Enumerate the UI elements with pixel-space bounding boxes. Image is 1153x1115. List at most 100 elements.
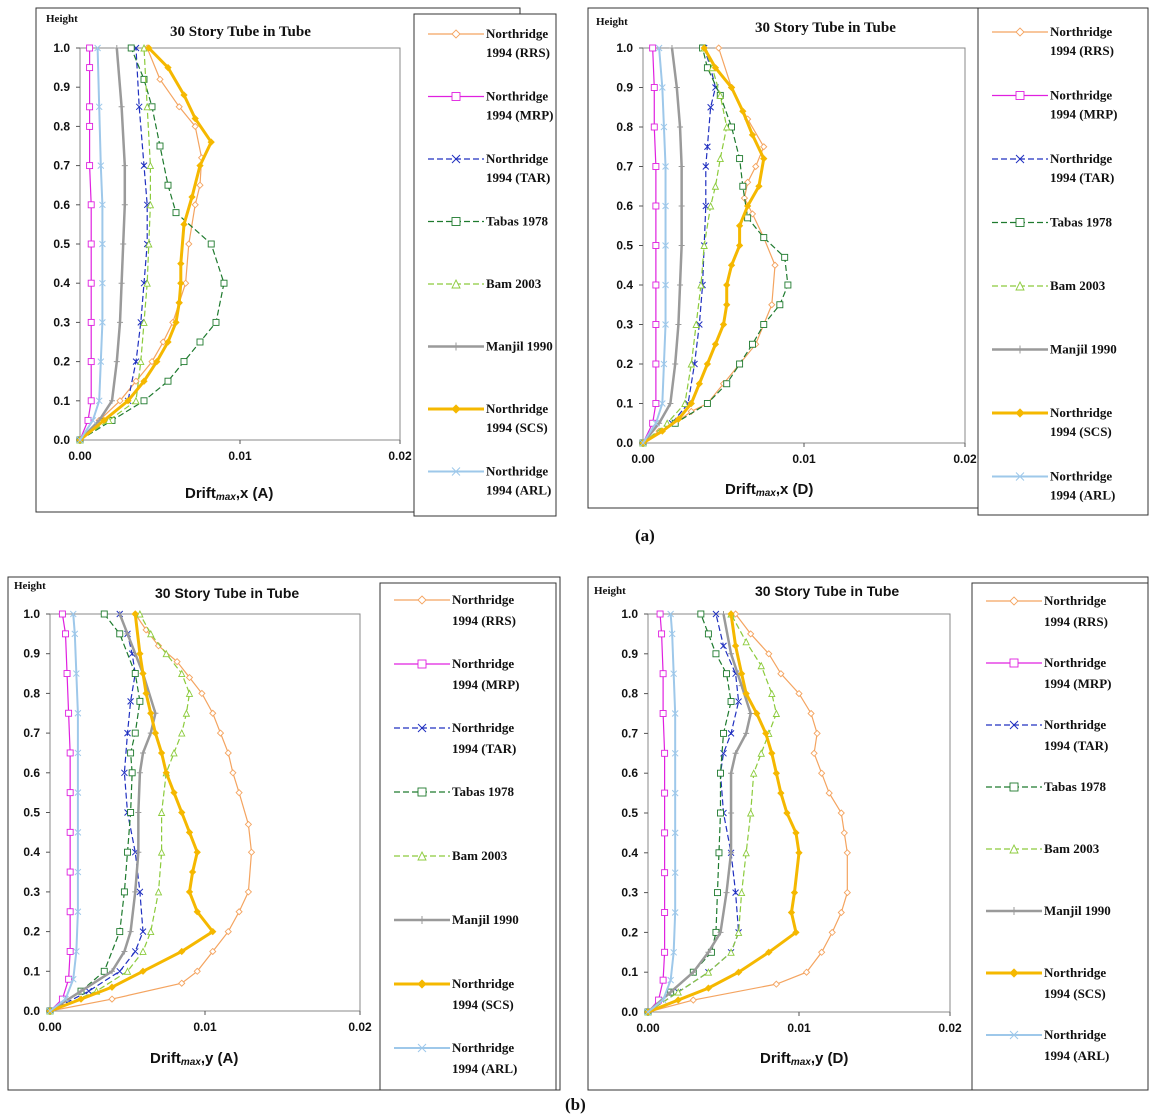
series-line (79, 47, 151, 441)
legend-marker (1009, 1030, 1019, 1040)
data-point (65, 709, 73, 717)
data-point (87, 240, 95, 248)
data-point (76, 436, 84, 444)
data-point (818, 769, 826, 777)
data-point (162, 769, 170, 777)
y-tick-label: 0.1 (23, 964, 40, 978)
legend-label: Northridge (486, 401, 548, 416)
data-point (116, 967, 124, 975)
data-point (723, 281, 731, 289)
legend-label: 1994 (MRP) (452, 677, 520, 692)
legend-label: 1994 (TAR) (1044, 738, 1108, 753)
data-point (714, 889, 721, 897)
data-point (704, 984, 713, 992)
legend-marker (451, 29, 461, 39)
legend-label: Northridge (486, 151, 548, 166)
legend-entry: Northridge 1994 (RRS) (394, 592, 516, 628)
data-point (74, 789, 82, 797)
legend-marker (451, 467, 461, 476)
x-tick-label: 0.01 (228, 449, 252, 463)
legend-marker (1009, 968, 1019, 978)
legend-marker (417, 1043, 427, 1053)
plot-area (647, 613, 951, 1013)
data-point (188, 193, 196, 201)
data-point (667, 976, 675, 984)
legend-entry: Northridge 1994 (TAR) (986, 717, 1108, 753)
legend-label: Northridge (1044, 655, 1106, 670)
legend-label: Manjil 1990 (452, 912, 519, 927)
data-point (661, 869, 669, 877)
data-point (717, 809, 724, 817)
legend-label: Northridge (486, 26, 548, 41)
data-point (667, 989, 674, 996)
legend-entry: Tabas 1978 (992, 215, 1113, 230)
y-tick-label: 0.2 (23, 925, 40, 939)
data-point (139, 928, 147, 935)
data-point (777, 670, 785, 678)
data-point (784, 281, 792, 289)
data-point (209, 927, 217, 936)
data-point (739, 182, 747, 190)
plot-area (79, 47, 401, 441)
data-point (224, 927, 232, 936)
data-point (131, 670, 139, 677)
data-point (135, 849, 142, 856)
data-point (124, 630, 131, 637)
series-line (642, 47, 776, 444)
legend-marker (1009, 843, 1019, 854)
data-point (668, 630, 676, 638)
data-point (97, 162, 105, 169)
data-point (717, 929, 724, 936)
x-axis-label-main: Drift (185, 485, 216, 502)
data-point (170, 789, 178, 797)
legend-label: 1994 (ARL) (1050, 488, 1115, 503)
data-point (735, 241, 744, 250)
series-line (647, 613, 801, 1014)
data-point (74, 709, 82, 717)
y-axis-label: Height (14, 580, 46, 592)
legend-label: Northridge (486, 464, 548, 479)
data-point (46, 1007, 54, 1015)
data-point (135, 809, 142, 816)
data-point (196, 338, 204, 346)
data-point (86, 44, 94, 52)
data-point (661, 829, 669, 837)
data-point (87, 318, 95, 326)
y-tick-label: 0.7 (621, 726, 638, 740)
data-point (154, 887, 163, 896)
legend-entry: Bam 2003 (394, 848, 508, 863)
legend-entry: Northridge 1994 (RRS) (986, 593, 1108, 629)
data-point (185, 689, 194, 697)
legend-label: 1994 (TAR) (452, 741, 516, 756)
data-point (62, 995, 69, 1003)
y-tick-label: 0.1 (616, 397, 633, 411)
y-tick-label: 0.6 (53, 198, 70, 212)
y-tick-label: 0.5 (621, 806, 638, 820)
data-point (94, 44, 101, 52)
data-point (66, 789, 74, 797)
data-point (674, 415, 683, 423)
data-point (143, 279, 151, 287)
series-northridge-1994-mrp- (639, 44, 660, 447)
data-point (175, 103, 183, 111)
legend-entry: Manjil 1990 (394, 912, 519, 927)
legend-label: Bam 2003 (1050, 278, 1106, 293)
data-point (66, 908, 74, 916)
data-point (193, 908, 201, 916)
data-point (825, 789, 833, 797)
legend-marker (1015, 91, 1025, 100)
data-point (127, 749, 135, 757)
data-point (650, 84, 658, 91)
data-point (148, 357, 156, 366)
x-tick-label: 0.01 (792, 452, 816, 466)
data-point (185, 673, 194, 682)
data-point (762, 729, 770, 738)
data-point (132, 396, 140, 405)
data-point (185, 888, 194, 896)
y-tick-label: 0.0 (23, 1004, 40, 1018)
data-point (662, 242, 669, 249)
data-point (661, 749, 669, 757)
legend-marker (417, 595, 427, 605)
legend-entry: Northridge 1994 (MRP) (428, 89, 554, 123)
chart-panel-2: 30 Story Tube in Tube Height 0.0 0.1 0.2 0.3 0… (587, 7, 1149, 516)
